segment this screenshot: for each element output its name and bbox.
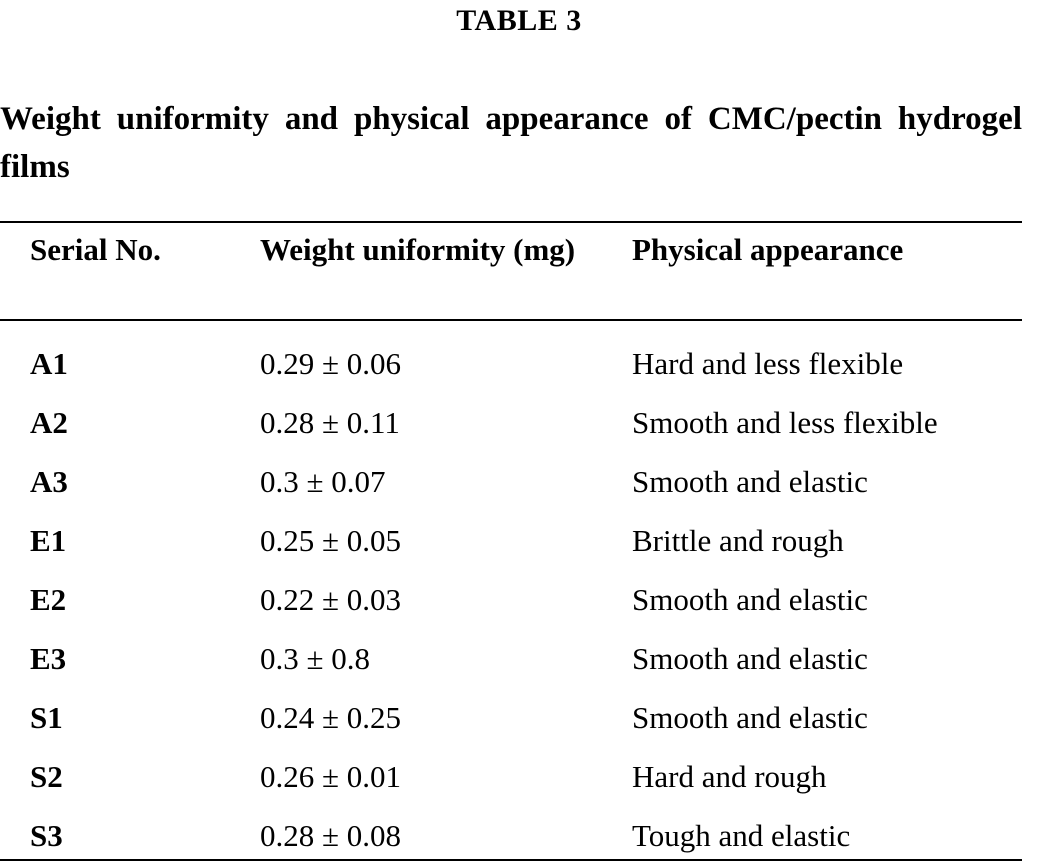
cell-serial: A2	[30, 405, 68, 440]
cell-serial: S2	[30, 759, 63, 794]
header-weight: Weight uniformity (mg)	[260, 232, 576, 267]
cell-appearance: Smooth and elastic	[632, 700, 868, 735]
cell-weight: 0.28 ± 0.08	[260, 818, 402, 853]
header-appearance: Physical appearance	[632, 232, 904, 267]
cell-appearance: Smooth and elastic	[632, 641, 868, 676]
cell-appearance: Smooth and elastic	[632, 582, 868, 617]
cell-weight: 0.29 ± 0.06	[260, 346, 402, 381]
cell-serial: E3	[30, 641, 67, 676]
header-rule	[0, 319, 1022, 321]
cell-appearance: Tough and elastic	[632, 818, 851, 853]
cell-weight: 0.26 ± 0.01	[260, 759, 402, 794]
cell-serial: E2	[30, 582, 67, 617]
cell-appearance: Smooth and less flexible	[632, 405, 938, 440]
cell-appearance: Smooth and elastic	[632, 464, 868, 499]
bottom-rule	[0, 859, 1022, 861]
cell-weight: 0.28 ± 0.11	[260, 405, 400, 440]
cell-serial: S3	[30, 818, 63, 853]
table-caption: Weight uniformity and physical appearanc…	[0, 101, 1022, 185]
cell-weight: 0.24 ± 0.25	[260, 700, 402, 735]
cell-serial: A3	[30, 464, 68, 499]
cell-weight: 0.3 ± 0.07	[260, 464, 386, 499]
cell-appearance: Hard and rough	[632, 759, 827, 794]
header-serial: Serial No.	[30, 232, 161, 267]
cell-serial: S1	[30, 700, 63, 735]
cell-appearance: Brittle and rough	[632, 523, 844, 558]
top-rule	[0, 221, 1022, 223]
table-label: TABLE 3	[456, 4, 582, 37]
cell-serial: A1	[30, 346, 68, 381]
cell-weight: 0.25 ± 0.05	[260, 523, 402, 558]
cell-weight: 0.3 ± 0.8	[260, 641, 371, 676]
cell-weight: 0.22 ± 0.03	[260, 582, 402, 617]
cell-serial: E1	[30, 523, 67, 558]
cell-appearance: Hard and less flexible	[632, 346, 904, 381]
